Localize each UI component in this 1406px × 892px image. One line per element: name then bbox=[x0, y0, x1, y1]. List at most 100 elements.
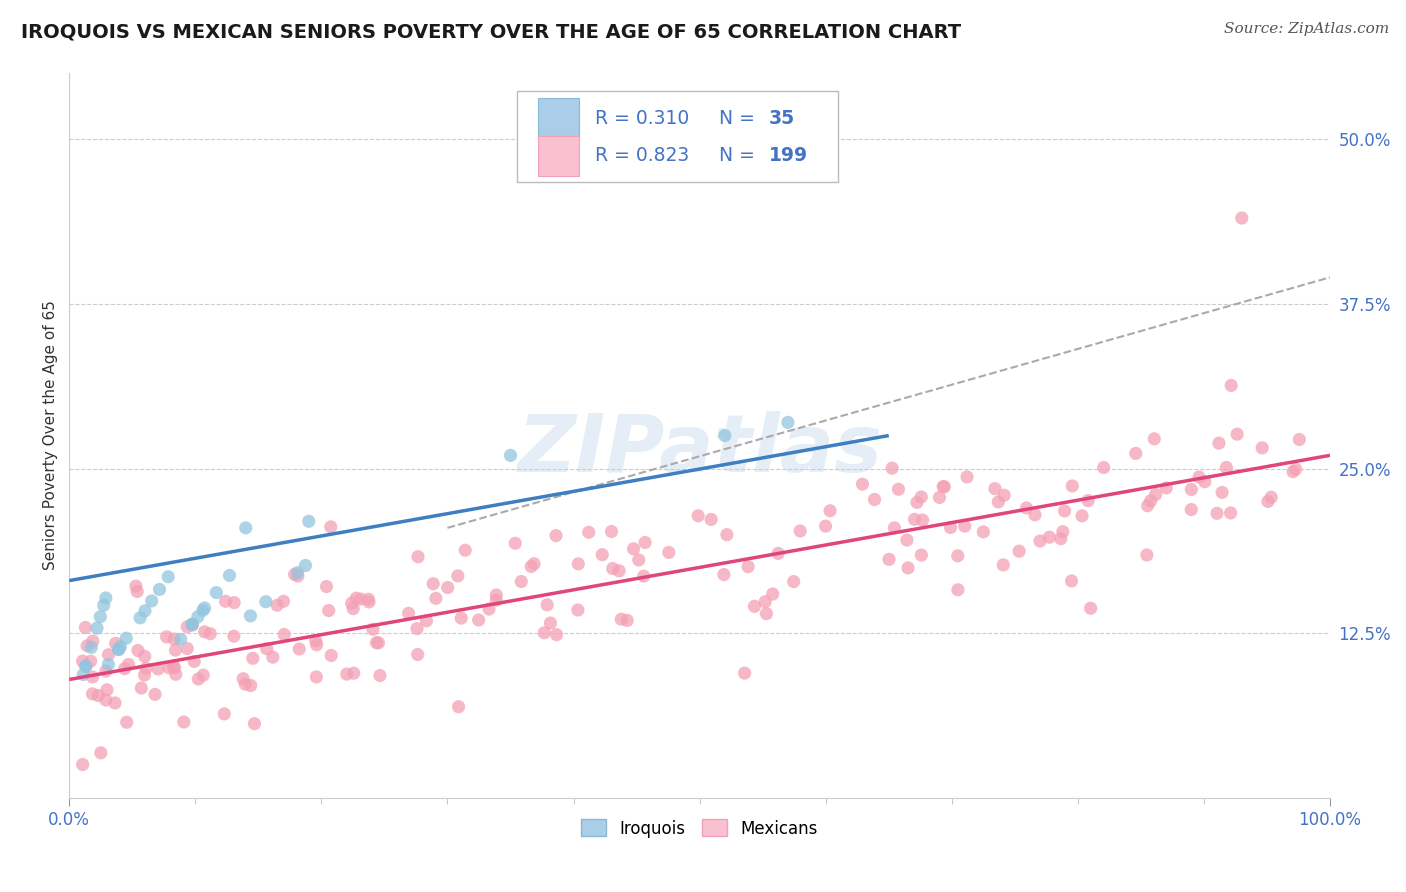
Mexicans bbox=[82, 634, 104, 648]
Mexicans bbox=[361, 623, 384, 637]
Mexicans bbox=[700, 512, 723, 526]
Iroquois bbox=[205, 585, 228, 599]
Mexicans bbox=[82, 670, 104, 684]
Bar bbox=[538, 136, 579, 176]
Mexicans bbox=[754, 595, 776, 609]
Mexicans bbox=[368, 668, 391, 682]
Mexicans bbox=[343, 666, 366, 681]
Mexicans bbox=[1188, 470, 1211, 484]
Mexicans bbox=[567, 603, 589, 617]
Mexicans bbox=[883, 521, 905, 535]
Mexicans bbox=[157, 661, 180, 675]
Mexicans bbox=[127, 643, 149, 657]
Mexicans bbox=[1226, 427, 1249, 442]
Mexicans bbox=[266, 599, 288, 613]
Iroquois bbox=[107, 642, 129, 657]
Mexicans bbox=[173, 714, 195, 729]
Mexicans bbox=[1219, 506, 1241, 520]
Mexicans bbox=[503, 536, 526, 550]
Mexicans bbox=[256, 641, 278, 656]
Mexicans bbox=[422, 576, 444, 591]
Mexicans bbox=[350, 592, 373, 607]
Mexicans bbox=[214, 706, 236, 721]
Mexicans bbox=[896, 533, 918, 547]
Mexicans bbox=[1052, 524, 1074, 539]
Mexicans bbox=[1029, 533, 1052, 548]
Mexicans bbox=[1008, 544, 1031, 558]
Mexicans bbox=[94, 693, 117, 707]
Mexicans bbox=[737, 559, 759, 574]
Mexicans bbox=[131, 681, 153, 695]
Mexicans bbox=[972, 524, 994, 539]
Mexicans bbox=[1080, 601, 1102, 615]
Mexicans bbox=[239, 678, 262, 692]
Mexicans bbox=[946, 549, 969, 563]
Mexicans bbox=[602, 561, 624, 575]
Iroquois bbox=[287, 566, 309, 580]
Mexicans bbox=[90, 746, 112, 760]
Mexicans bbox=[284, 567, 307, 582]
Mexicans bbox=[567, 557, 589, 571]
Mexicans bbox=[716, 527, 738, 541]
Mexicans bbox=[273, 627, 295, 641]
Iroquois bbox=[157, 570, 180, 584]
Mexicans bbox=[818, 504, 841, 518]
Mexicans bbox=[163, 661, 186, 675]
Mexicans bbox=[903, 512, 925, 526]
Mexicans bbox=[344, 591, 367, 606]
Mexicans bbox=[713, 567, 735, 582]
Mexicans bbox=[623, 541, 645, 556]
Mexicans bbox=[882, 461, 904, 475]
Mexicans bbox=[1285, 462, 1308, 476]
Mexicans bbox=[305, 633, 328, 648]
Mexicans bbox=[1136, 548, 1159, 562]
Mexicans bbox=[993, 558, 1015, 572]
Mexicans bbox=[520, 559, 543, 574]
Mexicans bbox=[910, 548, 932, 562]
Mexicans bbox=[104, 636, 127, 650]
Mexicans bbox=[340, 596, 363, 610]
Mexicans bbox=[734, 666, 756, 681]
Mexicans bbox=[1077, 493, 1099, 508]
Mexicans bbox=[162, 659, 184, 673]
Mexicans bbox=[1206, 506, 1229, 520]
Mexicans bbox=[956, 470, 979, 484]
Mexicans bbox=[87, 689, 110, 703]
Mexicans bbox=[1194, 475, 1216, 489]
Mexicans bbox=[406, 622, 429, 636]
Mexicans bbox=[232, 672, 254, 686]
Mexicans bbox=[82, 687, 104, 701]
Mexicans bbox=[485, 593, 508, 607]
Iroquois bbox=[110, 640, 132, 654]
Mexicans bbox=[94, 664, 117, 678]
Mexicans bbox=[1060, 574, 1083, 588]
Mexicans bbox=[318, 603, 340, 617]
Mexicans bbox=[1208, 436, 1230, 450]
Iroquois bbox=[169, 632, 191, 647]
Iroquois bbox=[499, 448, 522, 462]
Iroquois bbox=[194, 601, 217, 615]
Mexicans bbox=[1220, 378, 1243, 392]
Mexicans bbox=[1092, 460, 1115, 475]
Mexicans bbox=[953, 519, 976, 533]
Mexicans bbox=[607, 564, 630, 578]
Y-axis label: Seniors Poverty Over the Age of 65: Seniors Poverty Over the Age of 65 bbox=[44, 301, 58, 571]
Mexicans bbox=[336, 667, 359, 681]
Mexicans bbox=[688, 508, 710, 523]
Mexicans bbox=[1144, 487, 1167, 501]
Mexicans bbox=[214, 594, 236, 608]
Mexicans bbox=[117, 657, 139, 672]
Mexicans bbox=[1049, 532, 1071, 546]
Mexicans bbox=[193, 624, 215, 639]
Mexicans bbox=[546, 628, 568, 642]
Mexicans bbox=[200, 626, 222, 640]
Mexicans bbox=[425, 591, 447, 606]
FancyBboxPatch shape bbox=[517, 91, 838, 182]
Mexicans bbox=[544, 528, 567, 542]
Mexicans bbox=[415, 614, 437, 628]
Iroquois bbox=[97, 657, 120, 672]
Text: 199: 199 bbox=[769, 146, 808, 165]
Mexicans bbox=[305, 670, 328, 684]
Iroquois bbox=[187, 610, 209, 624]
Mexicans bbox=[910, 490, 932, 504]
